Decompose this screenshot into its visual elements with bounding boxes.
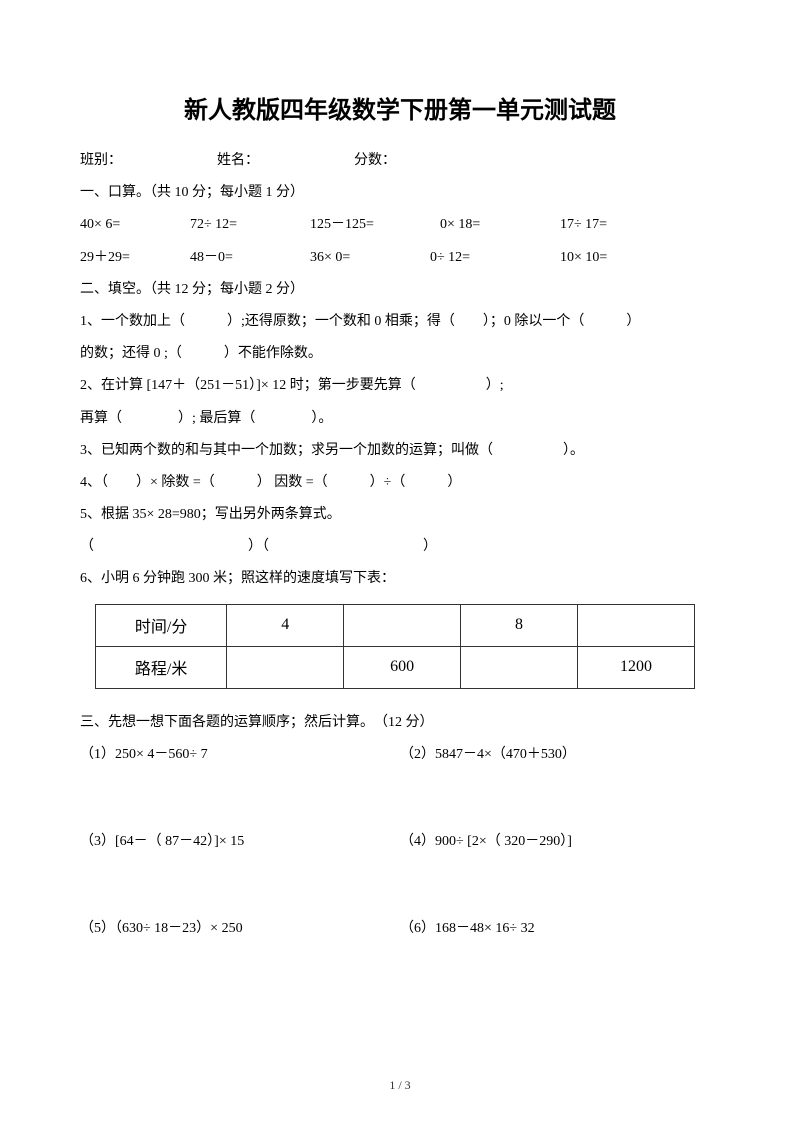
equation-row-1: 40× 6= 72÷ 12= 125－125= 0× 18= 17÷ 17= xyxy=(80,209,720,241)
eq: 10× 10= xyxy=(560,242,607,274)
cell: 4 xyxy=(227,604,344,646)
s3q5: （5）（630÷ 18－23）× 250 xyxy=(80,913,400,945)
problem-row: （1）250× 4－560÷ 7 （2）5847－4×（470＋530） xyxy=(80,739,720,771)
q4: 4、（ ）× 除数 =（ ） 因数 =（ ）÷（ ） xyxy=(80,467,720,499)
q2a: 2、在计算 [147＋（251－51）]× 12 时；第一步要先算（ ）; xyxy=(80,370,720,402)
problem-row: （3）[64－（ 87－42）]× 15 （4）900÷ [2×（ 320－29… xyxy=(80,826,720,858)
eq: 125－125= xyxy=(310,209,440,241)
score-label: 分数： xyxy=(354,145,396,177)
s3q1: （1）250× 4－560÷ 7 xyxy=(80,739,400,771)
section1-header: 一、口算。（共 10 分；每小题 1 分） xyxy=(80,177,720,209)
name-label: 姓名： xyxy=(217,145,259,177)
cell: 8 xyxy=(461,604,578,646)
cell xyxy=(461,646,578,688)
cell xyxy=(344,604,461,646)
cell: 1200 xyxy=(578,646,695,688)
s3q6: （6）168－48× 16÷ 32 xyxy=(400,913,720,945)
page-number: 1 / 3 xyxy=(0,1078,800,1093)
q1b: 的数；还得 0 ;（ ）不能作除数。 xyxy=(80,338,720,370)
s3q4: （4）900÷ [2×（ 320－290）] xyxy=(400,826,720,858)
th-time: 时间/分 xyxy=(96,604,227,646)
q5b: （ ）（ ） xyxy=(80,531,720,563)
q1a: 1、一个数加上（ ）;还得原数；一个数和 0 相乘；得（ ）；0 除以一个（ ） xyxy=(80,306,720,338)
class-label: 班别： xyxy=(80,145,122,177)
problem-row: （5）（630÷ 18－23）× 250 （6）168－48× 16÷ 32 xyxy=(80,913,720,945)
document-title: 新人教版四年级数学下册第一单元测试题 xyxy=(80,90,720,125)
speed-table: 时间/分 4 8 路程/米 600 1200 xyxy=(95,604,720,689)
section2-header: 二、填空。（共 12 分；每小题 2 分） xyxy=(80,274,720,306)
q3: 3、已知两个数的和与其中一个加数；求另一个加数的运算；叫做（ ）。 xyxy=(80,435,720,467)
cell: 600 xyxy=(344,646,461,688)
cell xyxy=(227,646,344,688)
cell xyxy=(578,604,695,646)
q2b: 再算（ ）; 最后算（ ）。 xyxy=(80,403,720,435)
eq: 36× 0= xyxy=(310,242,430,274)
eq: 40× 6= xyxy=(80,209,190,241)
eq: 29＋29= xyxy=(80,242,190,274)
s3q2: （2）5847－4×（470＋530） xyxy=(400,739,720,771)
q6: 6、小明 6 分钟跑 300 米；照这样的速度填写下表： xyxy=(80,563,720,595)
section3-header: 三、先想一想下面各题的运算顺序；然后计算。 （12 分） xyxy=(80,707,720,739)
eq: 0× 18= xyxy=(440,209,560,241)
eq: 48－0= xyxy=(190,242,310,274)
info-row: 班别： 姓名： 分数： xyxy=(80,145,720,177)
eq: 17÷ 17= xyxy=(560,209,607,241)
s3q3: （3）[64－（ 87－42）]× 15 xyxy=(80,826,400,858)
th-dist: 路程/米 xyxy=(96,646,227,688)
eq: 72÷ 12= xyxy=(190,209,310,241)
eq: 0÷ 12= xyxy=(430,242,560,274)
q5a: 5、根据 35× 28=980；写出另外两条算式。 xyxy=(80,499,720,531)
equation-row-2: 29＋29= 48－0= 36× 0= 0÷ 12= 10× 10= xyxy=(80,242,720,274)
